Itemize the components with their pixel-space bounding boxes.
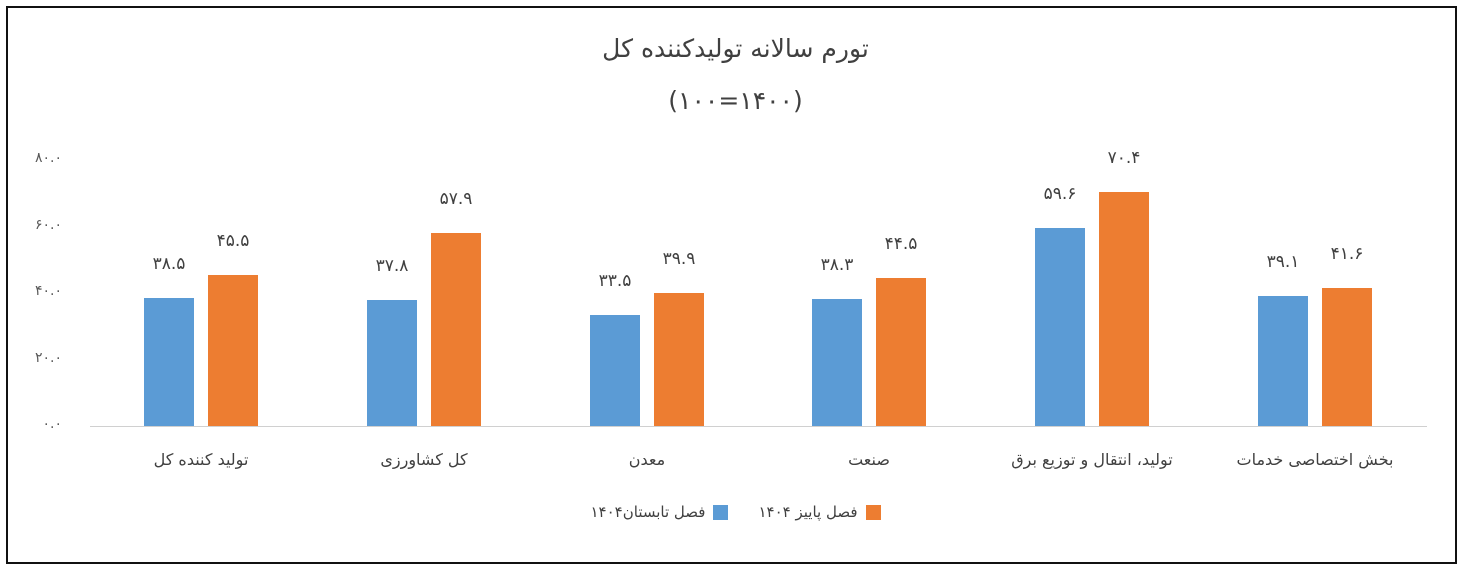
data-label: ۴۱.۶ bbox=[1330, 243, 1364, 264]
data-label: ۷۰.۴ bbox=[1107, 147, 1141, 168]
bar-autumn[interactable] bbox=[431, 233, 481, 426]
bar-autumn[interactable] bbox=[208, 274, 258, 426]
bar-summer[interactable] bbox=[590, 314, 640, 426]
x-category-label: صنعت bbox=[848, 450, 890, 469]
legend-swatch-blue bbox=[713, 504, 729, 520]
data-label: ۳۳.۵ bbox=[598, 270, 632, 291]
legend-item-autumn: فصل پاییز ۱۴۰۴ bbox=[758, 503, 881, 521]
x-category-label: معدن bbox=[628, 450, 666, 469]
legend-item-summer: فصل تابستان۱۴۰۴ bbox=[591, 503, 729, 521]
bar-summer[interactable] bbox=[1035, 227, 1085, 426]
data-label: ۳۸.۳ bbox=[820, 254, 854, 275]
data-label: ۳۹.۱ bbox=[1266, 251, 1300, 272]
bar-summer[interactable] bbox=[1258, 295, 1308, 426]
x-category-label: کل کشاورزی bbox=[380, 450, 468, 469]
bar-autumn[interactable] bbox=[654, 293, 704, 426]
x-category-label: بخش اختصاصی خدمات bbox=[1236, 450, 1394, 469]
data-label: ۳۸.۵ bbox=[152, 253, 186, 274]
data-label: ۳۹.۹ bbox=[662, 249, 696, 270]
y-tick-label: ۸۰.۰ bbox=[34, 150, 62, 166]
bar-autumn[interactable] bbox=[1322, 287, 1372, 426]
y-tick-label: ۰.۰ bbox=[42, 416, 63, 432]
data-label: ۳۷.۸ bbox=[375, 256, 409, 277]
legend-label: فصل پاییز ۱۴۰۴ bbox=[758, 503, 858, 521]
x-axis-line bbox=[90, 426, 1427, 427]
data-label: ۵۷.۹ bbox=[439, 189, 473, 210]
data-label: ۵۹.۶ bbox=[1043, 183, 1077, 204]
chart-subtitle: (۱۴۰۰=۱۰۰) bbox=[668, 86, 803, 115]
chart-title: تورم سالانه تولیدکننده کل bbox=[602, 34, 869, 63]
legend: فصل پاییز ۱۴۰۴ فصل تابستان۱۴۰۴ bbox=[0, 503, 1471, 521]
bar-summer[interactable] bbox=[144, 297, 194, 426]
y-tick-label: ۲۰.۰ bbox=[34, 349, 62, 366]
legend-label: فصل تابستان۱۴۰۴ bbox=[590, 503, 706, 521]
x-category-label: تولید کننده کل bbox=[153, 450, 249, 469]
y-tick-label: ۶۰.۰ bbox=[34, 216, 62, 233]
data-label: ۴۵.۵ bbox=[216, 230, 250, 251]
bar-summer[interactable] bbox=[367, 300, 417, 426]
data-label: ۴۴.۵ bbox=[884, 234, 918, 255]
legend-swatch-orange bbox=[865, 504, 881, 520]
y-tick-label: ۴۰.۰ bbox=[34, 283, 62, 299]
x-category-label: تولید، انتقال و توزیع برق bbox=[1011, 450, 1173, 469]
bar-autumn[interactable] bbox=[1099, 191, 1149, 426]
bar-summer[interactable] bbox=[812, 298, 862, 426]
bar-autumn[interactable] bbox=[876, 278, 926, 426]
